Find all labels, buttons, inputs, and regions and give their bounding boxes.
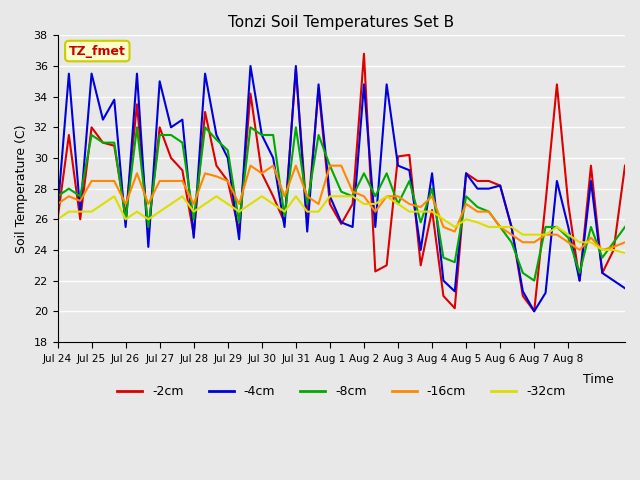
Text: Aug 1: Aug 1 [315, 354, 345, 364]
Text: Jul 26: Jul 26 [111, 354, 140, 364]
Text: Aug 2: Aug 2 [349, 354, 379, 364]
Text: Aug 5: Aug 5 [451, 354, 481, 364]
Text: Jul 27: Jul 27 [145, 354, 174, 364]
Text: Jul 30: Jul 30 [247, 354, 276, 364]
Legend: -2cm, -4cm, -8cm, -16cm, -32cm: -2cm, -4cm, -8cm, -16cm, -32cm [112, 380, 570, 403]
Text: Aug 7: Aug 7 [519, 354, 549, 364]
Text: Aug 4: Aug 4 [417, 354, 447, 364]
Y-axis label: Soil Temperature (C): Soil Temperature (C) [15, 124, 28, 253]
Text: Aug 8: Aug 8 [553, 354, 584, 364]
Title: Tonzi Soil Temperatures Set B: Tonzi Soil Temperatures Set B [228, 15, 454, 30]
Text: Jul 31: Jul 31 [282, 354, 310, 364]
Text: TZ_fmet: TZ_fmet [69, 45, 125, 58]
Text: Aug 6: Aug 6 [485, 354, 515, 364]
Text: Aug 3: Aug 3 [383, 354, 413, 364]
Text: Jul 25: Jul 25 [77, 354, 106, 364]
Text: Jul 28: Jul 28 [179, 354, 208, 364]
Text: Jul 29: Jul 29 [213, 354, 243, 364]
Text: Jul 24: Jul 24 [43, 354, 72, 364]
Text: Time: Time [583, 372, 614, 385]
